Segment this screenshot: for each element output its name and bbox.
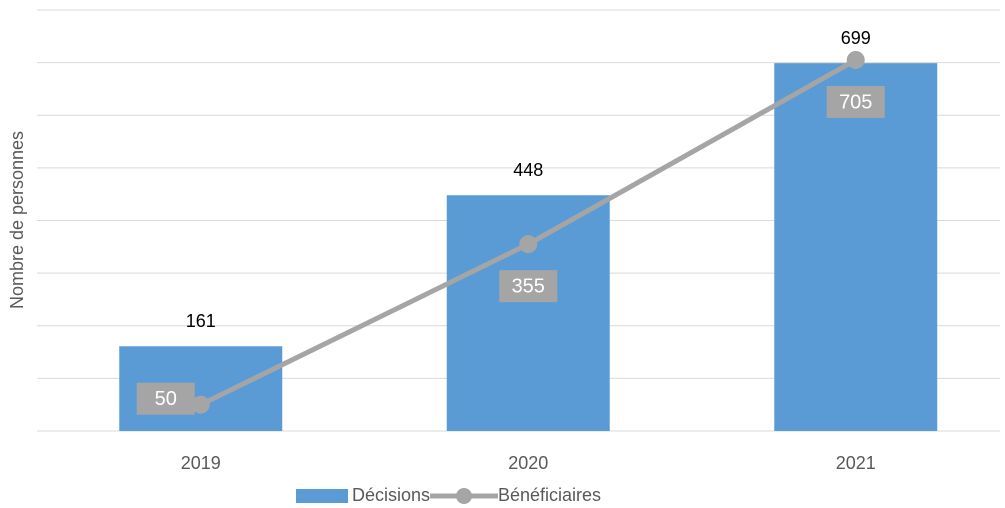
line-label-box [499,270,558,303]
legend-marker [456,488,472,504]
line-value-label: 50 [155,388,177,410]
bar [446,195,610,431]
line-point [519,235,538,254]
line-value-label: 705 [839,91,872,113]
bar [774,63,938,432]
x-tick-label: 2021 [836,453,876,473]
legend-label: Bénéficiaires [498,485,601,505]
line-point [846,50,865,69]
bar-value-label: 448 [513,160,543,180]
legend-label: Décisions [352,485,430,505]
x-tick-label: 2019 [181,453,221,473]
x-tick-label: 2020 [508,453,548,473]
legend-swatch [296,489,348,503]
y-axis-title: Nombre de personnes [7,131,27,309]
bar-value-label: 699 [841,28,871,48]
line-label-box [826,85,885,118]
line-value-label: 355 [512,275,545,297]
bar-value-label: 161 [186,311,216,331]
line-label-box [136,382,195,415]
line-point [191,395,210,414]
